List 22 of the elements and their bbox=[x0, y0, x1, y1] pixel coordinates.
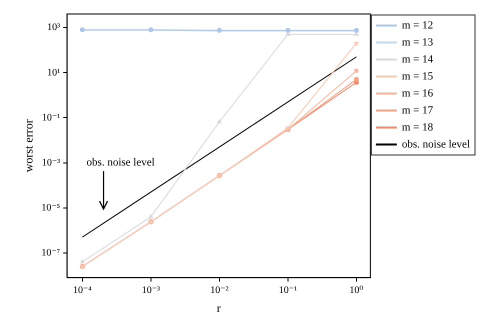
legend-label: m = 16 bbox=[402, 87, 434, 100]
legend-label: m = 15 bbox=[402, 70, 434, 82]
y-tick-label: 10⁻¹ bbox=[42, 112, 60, 124]
y-tick-label: 10³ bbox=[47, 22, 60, 34]
legend-label: m = 13 bbox=[402, 36, 434, 48]
x-tick-label: 10⁻³ bbox=[142, 285, 160, 296]
x-tick-label: 10⁻⁴ bbox=[72, 285, 92, 296]
legend-label: m = 17 bbox=[402, 104, 434, 116]
legend-label: m = 12 bbox=[402, 19, 434, 32]
annotation: obs. noise level bbox=[86, 156, 155, 168]
legend-label: obs. noise level bbox=[402, 138, 470, 150]
y-tick-label: 10⁻⁵ bbox=[41, 202, 60, 214]
y-axis-title: worst error bbox=[21, 119, 36, 172]
y-tick-label: 10¹ bbox=[47, 67, 60, 78]
x-tick-label: 10⁻¹ bbox=[278, 285, 298, 296]
legend-label: m = 14 bbox=[402, 53, 434, 66]
y-tick-label: 10⁻³ bbox=[42, 157, 60, 168]
x-axis-title: r bbox=[216, 300, 221, 315]
y-tick-label: 10⁻⁷ bbox=[41, 248, 61, 259]
x-tick-label: 10⁻² bbox=[210, 285, 229, 296]
x-tick-label: 10⁰ bbox=[349, 285, 364, 296]
legend-label: m = 18 bbox=[402, 121, 434, 134]
